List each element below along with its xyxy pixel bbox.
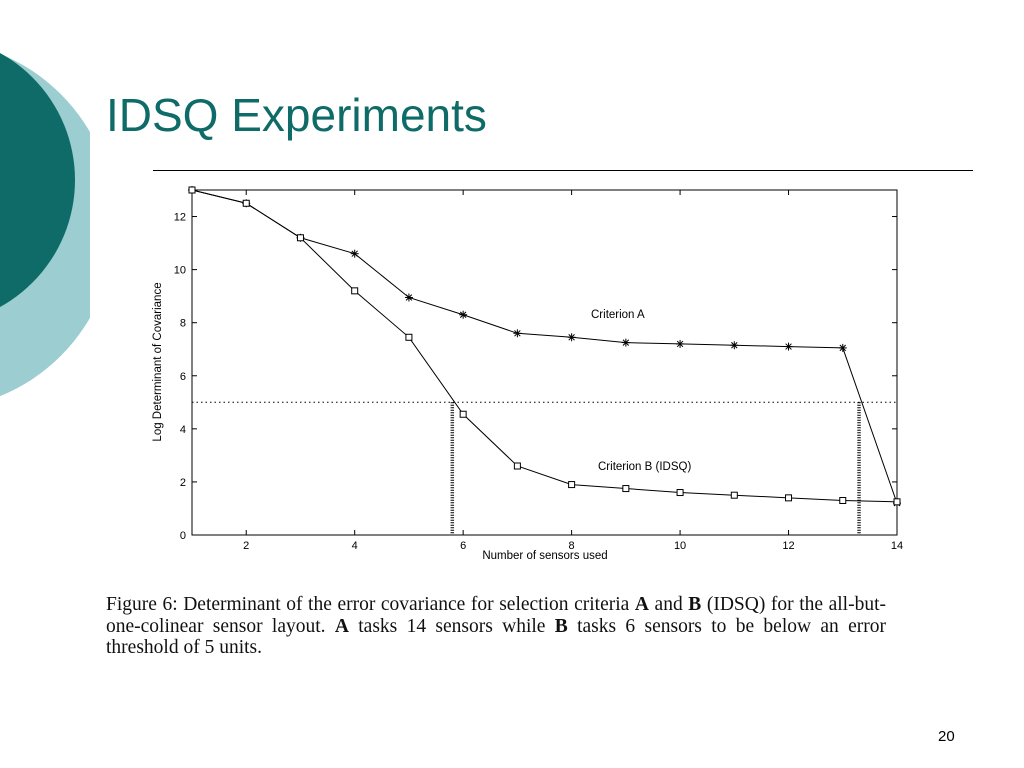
caption-text: Figure 6: Determinant of the error covar…: [106, 594, 635, 615]
data-point-square: [351, 287, 359, 295]
data-point-square: [893, 498, 901, 506]
dark-teal-circle: [0, 53, 75, 307]
decorative-circles: [0, 53, 90, 397]
y-tick-label: 2: [180, 477, 186, 489]
series-label-criterion-b: Criterion B (IDSQ): [598, 461, 691, 473]
data-point-square: [188, 186, 196, 194]
data-point-square: [839, 497, 847, 504]
data-point-asterisk: [404, 293, 413, 302]
y-tick-label: 10: [174, 265, 186, 277]
x-tick-label: 2: [243, 540, 249, 552]
data-point-square: [568, 481, 576, 489]
data-point-asterisk: [784, 342, 793, 351]
data-point-asterisk: [676, 339, 685, 348]
x-axis-label: Number of sensors used: [482, 550, 607, 562]
series-label-criterion-a: Criterion A: [591, 309, 645, 321]
caption-text: (IDSQ) for the all-but-one-colinear sens…: [106, 594, 887, 637]
x-tick-label: 14: [891, 540, 903, 552]
data-point-square: [242, 199, 250, 207]
series-line-criterion-a: [191, 189, 898, 504]
axes: 2 4 6 8 10 12 14 0 2 4 6 8 10 12: [174, 190, 903, 552]
x-tick-label: 4: [352, 540, 358, 552]
caption-text: tasks 14 sensors while: [348, 615, 555, 637]
threshold-layer: [192, 401, 897, 535]
data-point-asterisk: [513, 329, 522, 338]
caption-bold: A: [634, 594, 649, 615]
series-layer: [188, 186, 901, 508]
caption-text: and: [648, 594, 689, 615]
page-number: 20: [938, 728, 955, 745]
figure-caption: Figure 6: Determinant of the error covar…: [106, 594, 886, 659]
data-point-square: [296, 234, 304, 242]
x-tick-label: 8: [569, 540, 575, 552]
x-tick-label: 6: [460, 540, 466, 552]
plot-frame: [191, 189, 898, 536]
data-point-asterisk: [567, 333, 576, 342]
data-point-square: [459, 410, 467, 418]
caption-bold: B: [554, 615, 568, 637]
x-tick-label: 12: [782, 540, 794, 552]
caption-bold: B: [688, 594, 702, 615]
caption-text: tasks 6 sensors to be below an error thr…: [106, 615, 886, 659]
data-point-square: [785, 494, 793, 502]
y-tick-label: 6: [180, 371, 186, 383]
data-point-square: [676, 489, 684, 497]
data-point-asterisk: [459, 310, 468, 319]
data-point-square: [513, 462, 521, 470]
data-point-square: [730, 491, 738, 499]
data-point-asterisk: [350, 249, 359, 258]
caption-bold: A: [334, 615, 349, 637]
data-point-asterisk: [621, 338, 630, 347]
data-point-asterisk: [838, 343, 847, 352]
series-line-criterion-b: [191, 189, 898, 503]
data-point-asterisk: [730, 341, 739, 350]
covariance-chart: 2 4 6 8 10 12 14 0 2 4 6 8 10 12 Number of sensors us…: [152, 186, 903, 562]
y-axis-label: Log Determinant of Covariance: [152, 282, 164, 441]
y-tick-label: 12: [174, 212, 186, 224]
y-tick-label: 4: [180, 424, 186, 436]
y-tick-label: 0: [180, 530, 186, 542]
title-underline: [153, 170, 973, 171]
data-point-square: [405, 333, 413, 341]
y-tick-label: 8: [180, 318, 186, 330]
x-tick-label: 10: [674, 540, 686, 552]
slide-title: IDSQ Experiments: [106, 89, 487, 141]
data-point-square: [622, 485, 630, 493]
